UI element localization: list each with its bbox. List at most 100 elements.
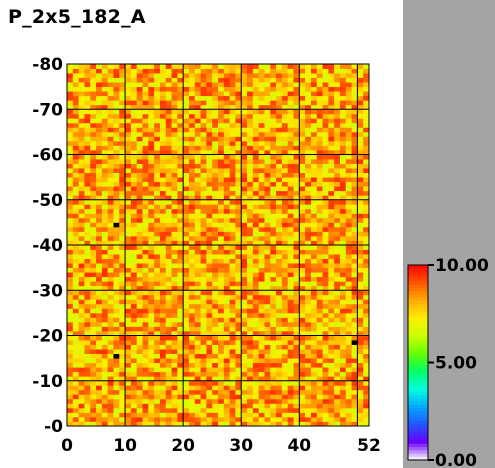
heatmap-cell xyxy=(258,217,265,223)
heatmap-cell xyxy=(293,349,300,354)
heatmap-cell xyxy=(305,113,312,119)
heatmap-cell xyxy=(223,398,231,404)
heatmap-cell xyxy=(223,95,231,101)
heatmap-cell xyxy=(206,163,213,169)
heatmap-cell xyxy=(293,127,300,133)
heatmap-cell xyxy=(235,389,242,395)
heatmap-cell xyxy=(177,235,184,241)
heatmap-cell xyxy=(281,326,289,332)
heatmap-cell xyxy=(96,285,103,291)
heatmap-cell xyxy=(276,326,283,332)
heatmap-cell xyxy=(293,95,300,101)
heatmap-cell xyxy=(247,64,254,69)
heatmap-cell xyxy=(287,326,294,332)
heatmap-cell xyxy=(177,163,184,169)
heatmap-cell xyxy=(264,104,271,110)
heatmap-cell xyxy=(334,358,341,364)
heatmap-cell xyxy=(171,254,178,259)
heatmap-cell xyxy=(223,199,231,205)
colorbar-segment xyxy=(408,450,428,454)
heatmap-cell xyxy=(159,199,167,205)
heatmap-cell xyxy=(165,163,172,169)
heatmap-cell xyxy=(183,335,190,341)
heatmap-cell xyxy=(206,403,213,409)
heatmap-cell xyxy=(270,412,277,418)
heatmap-cell xyxy=(363,249,370,255)
heatmap-cell xyxy=(194,263,201,269)
heatmap-cell xyxy=(345,254,352,259)
heatmap-cell xyxy=(322,349,329,354)
heatmap-cell xyxy=(148,398,155,404)
heatmap-cell xyxy=(165,344,172,350)
heatmap-cell xyxy=(194,358,201,364)
heatmap-cell xyxy=(334,113,341,119)
heatmap-cell xyxy=(281,235,289,241)
heatmap-cell xyxy=(119,122,126,128)
heatmap-cell xyxy=(67,113,74,119)
heatmap-cell xyxy=(206,412,213,418)
heatmap-cell xyxy=(142,217,149,223)
heatmap-cell xyxy=(183,222,190,228)
heatmap-cell xyxy=(78,100,85,106)
heatmap-cell xyxy=(281,394,289,400)
heatmap-cell xyxy=(345,226,352,232)
heatmap-cell xyxy=(72,213,80,219)
heatmap-cell xyxy=(270,276,277,282)
heatmap-cell xyxy=(78,380,85,386)
heatmap-cell xyxy=(84,86,91,92)
heatmap-cell xyxy=(212,326,219,332)
heatmap-cell xyxy=(200,303,207,309)
heatmap-cell xyxy=(142,308,149,314)
heatmap-cell xyxy=(229,380,236,386)
heatmap-cell xyxy=(322,367,329,373)
heatmap-cell xyxy=(351,186,358,192)
heatmap-cell xyxy=(188,68,196,74)
heatmap-cell xyxy=(276,344,283,350)
heatmap-cell xyxy=(113,335,120,341)
heatmap-cell xyxy=(183,95,190,101)
heatmap-cell xyxy=(96,407,103,413)
heatmap-cell xyxy=(90,290,97,296)
heatmap-cell xyxy=(159,118,167,124)
heatmap-cell xyxy=(345,394,352,400)
heatmap-cell xyxy=(281,159,289,164)
heatmap-cell xyxy=(229,145,236,151)
heatmap-cell xyxy=(125,77,132,83)
heatmap-cell xyxy=(241,91,248,97)
heatmap-cell xyxy=(67,416,74,422)
heatmap-cell xyxy=(119,204,126,210)
heatmap-cell xyxy=(148,240,155,246)
heatmap-cell xyxy=(252,371,260,377)
heatmap-cell xyxy=(72,199,80,205)
heatmap-cell xyxy=(148,394,155,400)
heatmap-cell xyxy=(328,140,335,146)
heatmap-cell xyxy=(107,349,114,354)
heatmap-cell xyxy=(270,362,277,368)
heatmap-cell xyxy=(299,330,306,336)
heatmap-cell xyxy=(154,168,161,173)
heatmap-cell xyxy=(107,168,114,173)
heatmap-cell xyxy=(276,82,283,88)
heatmap-cell xyxy=(119,421,126,427)
heatmap-cell xyxy=(287,389,294,395)
heatmap-cell xyxy=(200,154,207,160)
heatmap-cell xyxy=(72,100,80,106)
heatmap-cell xyxy=(154,77,161,83)
colorbar-segment xyxy=(408,375,428,380)
heatmap-cell xyxy=(177,77,184,83)
heatmap-cell xyxy=(357,181,364,187)
heatmap-cell xyxy=(229,64,236,69)
heatmap-cell xyxy=(206,86,213,92)
heatmap-cell xyxy=(67,77,74,83)
heatmap-cell xyxy=(206,416,213,422)
heatmap-cell xyxy=(200,362,207,368)
heatmap-cell xyxy=(270,407,277,413)
heatmap-cell xyxy=(241,131,248,137)
heatmap-cell xyxy=(125,73,132,78)
heatmap-cell xyxy=(148,82,155,88)
heatmap-cell xyxy=(235,371,242,377)
heatmap-cell xyxy=(90,127,97,133)
heatmap-cell xyxy=(345,86,352,92)
heatmap-cell xyxy=(130,249,138,255)
heatmap-cell xyxy=(339,394,347,400)
